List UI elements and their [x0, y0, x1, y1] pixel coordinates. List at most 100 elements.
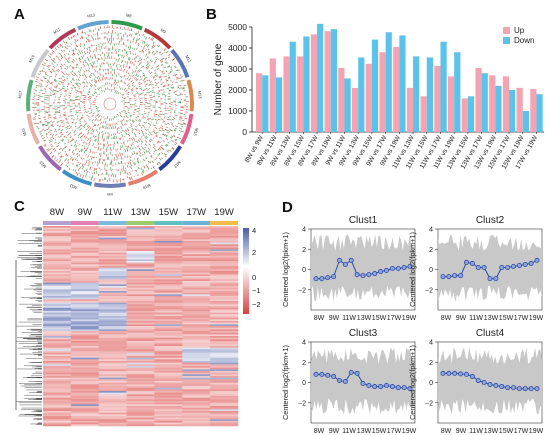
circos-tick	[168, 119, 172, 121]
circos-tick	[162, 72, 165, 75]
heatmap-cell	[154, 272, 183, 275]
cluster-point	[452, 370, 458, 376]
circos-tick	[124, 145, 126, 147]
circos-track	[69, 63, 151, 145]
circos-tick	[145, 135, 148, 138]
circos-tick	[148, 51, 151, 55]
heatmap-cell	[154, 276, 183, 278]
circos-tick	[127, 112, 130, 114]
heatmap-cell	[98, 412, 127, 415]
circos-tick	[48, 55, 51, 58]
circos-tick	[53, 130, 56, 132]
legend-swatch-down	[503, 37, 510, 44]
x-tick-label: 11W vs 13W	[391, 134, 416, 170]
cluster-point	[395, 265, 401, 271]
circos-tick	[168, 53, 171, 56]
heatmap-cell	[182, 306, 211, 308]
heatmap-cell	[182, 381, 211, 383]
circos-tick	[178, 137, 182, 140]
heatmap-cell	[98, 291, 127, 293]
heatmap-cell	[70, 329, 100, 332]
heatmap-cell	[70, 406, 100, 408]
cluster-point	[342, 261, 348, 267]
circos-sector	[179, 113, 194, 145]
circos-tick	[81, 36, 83, 39]
cluster-x-tick-label: 19W	[529, 428, 544, 435]
heatmap-cell	[126, 299, 155, 302]
circos-tick	[76, 39, 78, 42]
circos-tick	[174, 74, 178, 76]
circos-tick	[81, 35, 84, 39]
circos-tick	[70, 87, 73, 89]
heatmap-cell	[70, 354, 100, 357]
circos-tick	[152, 45, 156, 48]
circos-tick	[174, 129, 176, 131]
circos-tick	[59, 53, 63, 56]
circos-tick	[159, 58, 163, 62]
circos-tick	[172, 74, 175, 77]
heatmap-cell	[126, 396, 155, 398]
circos-tick	[61, 83, 64, 85]
heatmap-cell	[154, 394, 183, 397]
cluster-point	[452, 273, 458, 279]
circos-tick	[60, 55, 64, 59]
circos-tick	[123, 168, 125, 172]
circos-tick	[124, 148, 127, 153]
circos-tick	[174, 81, 178, 84]
circos-tick	[133, 63, 135, 66]
heatmap-cell	[126, 424, 155, 427]
heatmap-cell	[70, 304, 100, 307]
circos-tick	[96, 113, 100, 117]
circos-tick	[174, 74, 178, 76]
circos-tick	[166, 79, 169, 82]
circos-tick	[133, 56, 136, 60]
circos-tick	[140, 61, 142, 64]
circos-tick	[176, 78, 180, 80]
circos-tick	[179, 119, 182, 121]
circos-tick	[160, 53, 163, 56]
cluster-point	[469, 373, 475, 379]
heatmap-cell	[126, 367, 155, 370]
heatmap-cell	[182, 227, 211, 230]
heatmap-cell	[210, 294, 239, 297]
circos-tick	[81, 30, 84, 34]
heatmap-cell	[182, 401, 211, 403]
heatmap-cell	[154, 277, 183, 280]
circos-tick	[151, 140, 153, 142]
circos-tick	[84, 122, 87, 125]
heatmap-cell	[154, 409, 183, 412]
circos-tick	[169, 136, 173, 139]
circos-tick	[71, 60, 74, 63]
heatmap-cell	[126, 377, 155, 380]
heatmap-cell	[154, 244, 183, 247]
cluster-point	[383, 383, 389, 389]
heatmap-cell	[126, 369, 155, 372]
circos-tick	[121, 54, 123, 58]
circos-tick	[161, 47, 163, 49]
cluster-point	[487, 276, 493, 282]
circos-tick	[66, 77, 69, 80]
heatmap-cell	[210, 269, 239, 272]
circos-tick	[137, 146, 139, 148]
circos-tick	[127, 128, 130, 132]
circos-tick	[45, 133, 47, 135]
circos-tick	[172, 81, 174, 83]
heatmap-cell	[154, 404, 183, 407]
circos-tick	[146, 92, 149, 94]
circos-tick	[134, 60, 137, 63]
heatmap-cell	[70, 264, 100, 267]
circos-tick	[65, 58, 68, 61]
cluster-point	[458, 273, 464, 279]
circos-tick	[147, 151, 151, 154]
heatmap-cell	[154, 236, 183, 238]
cluster-x-tick-label: 13W	[484, 315, 499, 322]
circos-tick	[78, 49, 80, 52]
heatmap-cell	[210, 337, 239, 340]
circos-tick	[143, 154, 145, 156]
bar-down	[330, 29, 337, 133]
circos-tick	[48, 88, 52, 90]
circos-tick	[79, 74, 82, 77]
heatmap-cell	[154, 256, 183, 258]
circos-sector-label: M13	[87, 12, 96, 19]
